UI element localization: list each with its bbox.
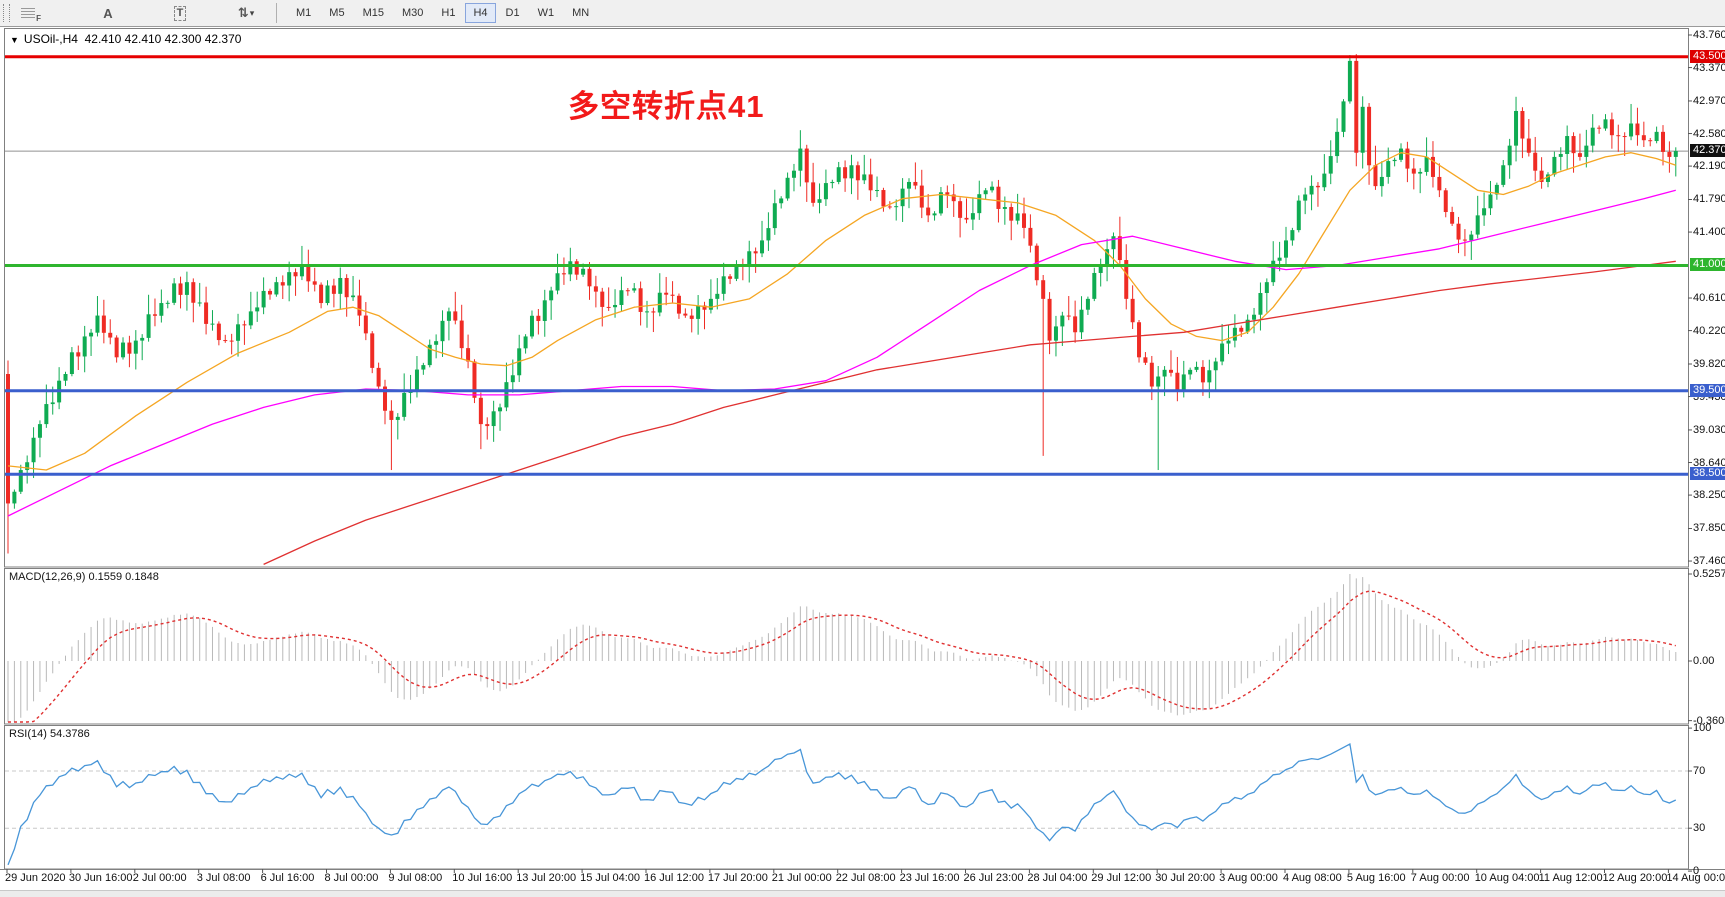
ohlc-values: 42.410 42.410 42.300 42.370 xyxy=(84,32,242,46)
price-badge-38.500: 38.500 xyxy=(1690,467,1725,481)
price-tick-39.030: 39.030 xyxy=(1693,423,1725,436)
timeframe-button-H1[interactable]: H1 xyxy=(441,7,456,19)
price-tick-42.580: 42.580 xyxy=(1693,127,1725,140)
price-tick-41.790: 41.790 xyxy=(1693,193,1725,206)
price-tick-39.820: 39.820 xyxy=(1693,357,1725,370)
ma-mid-line xyxy=(7,189,1676,517)
time-label-25: 12 Aug 20:00 xyxy=(1602,872,1668,884)
time-label-18: 30 Jul 20:00 xyxy=(1155,872,1216,884)
toolbar-grip[interactable] xyxy=(3,4,10,22)
price-tick-42.970: 42.970 xyxy=(1693,94,1725,107)
macd-pane-label: MACD(12,26,9) 0.1559 0.1848 xyxy=(9,571,159,583)
rsi-line xyxy=(7,743,1677,866)
timeframe-button-M15[interactable]: M15 xyxy=(362,7,384,19)
text-label-icon-glyph: A xyxy=(103,5,113,21)
rsi-tick-100: 100 xyxy=(1693,722,1712,735)
arrows-icon-glyph: ⇅ xyxy=(237,5,249,20)
grid-f-icon[interactable]: F xyxy=(16,3,41,23)
time-label-16: 28 Jul 04:00 xyxy=(1027,872,1088,884)
macd-tick-0.5257: 0.5257 xyxy=(1693,567,1725,580)
rsi-pane-label: RSI(14) 54.3786 xyxy=(9,728,90,740)
time-label-23: 10 Aug 04:00 xyxy=(1474,872,1540,884)
price-tick-38.250: 38.250 xyxy=(1693,489,1725,502)
bottom-strip xyxy=(0,890,1725,897)
ma-slow-line xyxy=(263,260,1676,565)
arrows-icon[interactable]: ⇅ ▾ xyxy=(234,3,258,23)
price-tick-43.370: 43.370 xyxy=(1693,61,1725,74)
symbol-timeframe-label: USOil-,H4 xyxy=(23,32,78,46)
chart-title: ▼ USOil-,H4 42.410 42.410 42.300 42.370 xyxy=(10,32,241,46)
price-tick-37.460: 37.460 xyxy=(1693,555,1725,568)
time-label-15: 26 Jul 23:00 xyxy=(963,872,1024,884)
price-tick-37.850: 37.850 xyxy=(1693,522,1725,535)
time-label-6: 9 Jul 08:00 xyxy=(388,872,443,884)
time-label-10: 16 Jul 12:00 xyxy=(644,872,704,884)
price-badge-42.370: 42.370 xyxy=(1690,144,1725,158)
text-box-icon[interactable]: T xyxy=(168,3,192,23)
price-tick-38.640: 38.640 xyxy=(1693,456,1725,469)
timeframe-button-M5[interactable]: M5 xyxy=(329,7,345,19)
time-label-3: 3 Jul 08:00 xyxy=(196,872,251,884)
price-tick-40.220: 40.220 xyxy=(1693,324,1725,337)
time-label-14: 23 Jul 16:00 xyxy=(899,872,960,884)
timeframe-button-M1[interactable]: M1 xyxy=(296,7,312,19)
time-label-0: 29 Jun 2020 xyxy=(5,872,66,884)
time-label-7: 10 Jul 16:00 xyxy=(452,872,513,884)
time-label-24: 11 Aug 12:00 xyxy=(1538,872,1603,884)
time-label-11: 17 Jul 20:00 xyxy=(707,872,768,884)
price-badge-43.500: 43.500 xyxy=(1690,49,1725,63)
timeframe-button-MN[interactable]: MN xyxy=(572,7,590,19)
price-tick-43.760: 43.760 xyxy=(1693,29,1725,41)
timeframe-button-D1[interactable]: D1 xyxy=(505,7,520,19)
macd-signal-line xyxy=(8,590,1676,723)
rsi-tick-0: 0 xyxy=(1693,865,1700,878)
ma-fast-line xyxy=(7,152,1677,471)
time-label-20: 4 Aug 08:00 xyxy=(1283,872,1342,884)
time-label-4: 6 Jul 16:00 xyxy=(260,872,315,884)
time-label-26: 14 Aug 00:00 xyxy=(1666,872,1725,884)
grid-f-icon-glyph: F xyxy=(21,7,41,23)
price-tick-41.400: 41.400 xyxy=(1693,226,1725,239)
time-label-2: 2 Jul 00:00 xyxy=(132,872,187,884)
price-badge-39.500: 39.500 xyxy=(1690,383,1725,397)
toolbar-separator xyxy=(276,3,277,23)
candles xyxy=(6,54,1678,554)
collapse-chart-icon[interactable]: ▼ xyxy=(10,35,19,45)
rsi-tick-70: 70 xyxy=(1693,765,1706,777)
macd-tick-0.00: 0.00 xyxy=(1693,655,1715,667)
text-label-icon[interactable]: A xyxy=(96,3,120,23)
macd-histogram xyxy=(7,573,1677,722)
chart-canvas[interactable] xyxy=(0,27,1725,897)
timeframe-button-M30[interactable]: M30 xyxy=(401,7,424,19)
time-label-22: 7 Aug 00:00 xyxy=(1410,872,1470,884)
time-label-9: 15 Jul 04:00 xyxy=(580,872,641,884)
macd-tick--0.3603: -0.3603 xyxy=(1693,714,1725,727)
time-label-8: 13 Jul 20:00 xyxy=(516,872,577,884)
chart-area[interactable]: ▼ USOil-,H4 42.410 42.410 42.300 42.370 多… xyxy=(0,27,1725,897)
time-label-13: 22 Jul 08:00 xyxy=(835,872,896,884)
chevron-down-icon[interactable]: ▾ xyxy=(249,7,255,18)
text-box-icon-glyph: T xyxy=(173,5,187,21)
rsi-tick-30: 30 xyxy=(1693,822,1706,835)
time-label-5: 8 Jul 00:00 xyxy=(324,872,379,884)
toolbar: F A T ⇅ ▾ M1 M5 M15 M30 H1 H4 D1 W1 MN xyxy=(0,0,1725,27)
chart-annotation-text: 多空转折点41 xyxy=(568,89,765,124)
time-label-21: 5 Aug 16:00 xyxy=(1346,872,1406,884)
time-label-1: 30 Jun 16:00 xyxy=(68,872,133,884)
price-tick-40.610: 40.610 xyxy=(1693,292,1725,305)
timeframe-button-H4[interactable]: H4 xyxy=(465,3,496,23)
time-label-19: 3 Aug 00:00 xyxy=(1219,872,1278,884)
price-tick-42.190: 42.190 xyxy=(1693,160,1725,173)
timeframe-buttons: M1 M5 M15 M30 H1 H4 D1 W1 MN xyxy=(287,3,598,23)
time-label-17: 29 Jul 12:00 xyxy=(1091,872,1152,884)
price-badge-41.000: 41.000 xyxy=(1690,258,1725,272)
time-label-12: 21 Jul 00:00 xyxy=(771,872,832,884)
timeframe-button-W1[interactable]: W1 xyxy=(537,7,555,19)
